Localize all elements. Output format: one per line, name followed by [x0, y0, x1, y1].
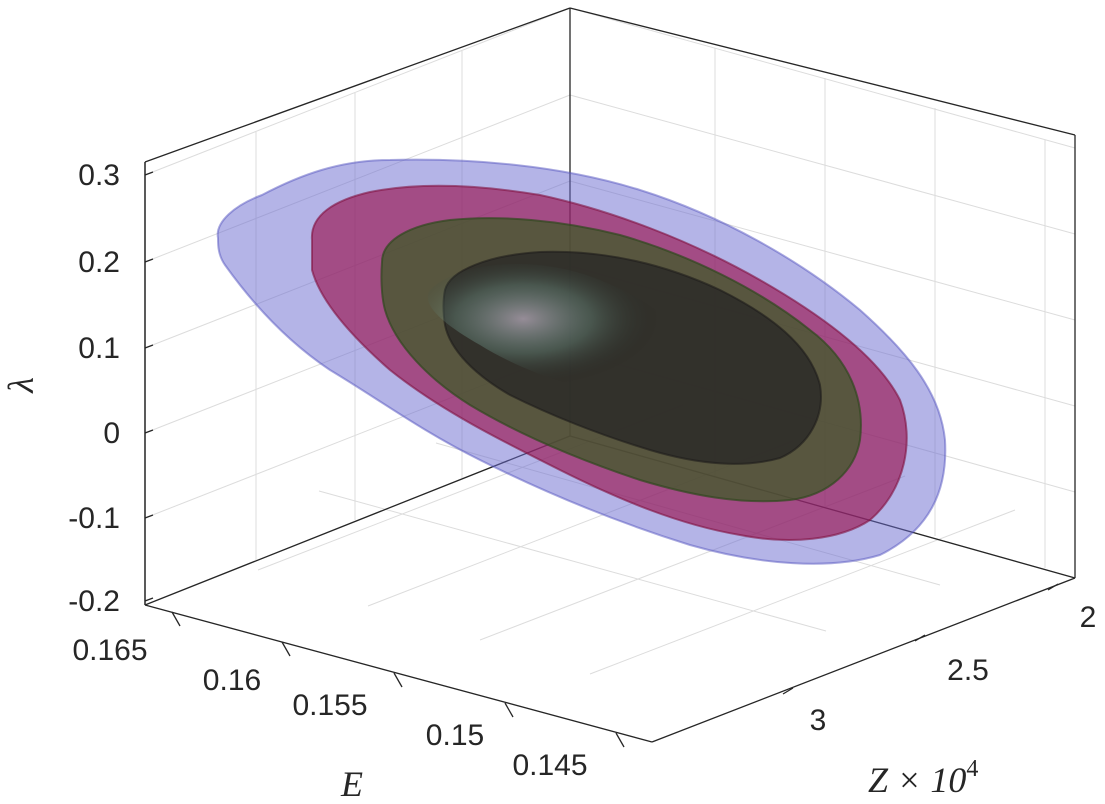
isosurface-sheen [427, 263, 701, 401]
lambda-axis: 0.3 0.2 0.1 0 -0.1 -0.2 λ [1, 159, 154, 618]
z-tick-label: 2.5 [947, 654, 989, 687]
lambda-tick-label: 0 [103, 417, 120, 450]
isosurfaces [216, 158, 947, 565]
lambda-tick-label: -0.2 [68, 585, 120, 618]
e-tick-label: 0.155 [292, 689, 367, 722]
z-axis: 3 2.5 2 Z × 104 [782, 583, 1097, 800]
lambda-tick-label: 0.1 [78, 332, 120, 365]
e-tick-label: 0.15 [426, 719, 484, 752]
e-axis: 0.165 0.16 0.155 0.15 0.145 E [72, 611, 625, 804]
lambda-tick-label: 0.2 [78, 246, 120, 279]
z-tick-label: 3 [810, 704, 827, 737]
e-tick-label: 0.145 [512, 749, 587, 782]
e-tick-label: 0.165 [72, 634, 147, 667]
lambda-tick-label: -0.1 [68, 502, 120, 535]
e-axis-label: E [340, 764, 363, 804]
lambda-tick-label: 0.3 [78, 159, 120, 192]
z-tick-label: 2 [1080, 601, 1097, 634]
lambda-axis-label: λ [1, 377, 41, 394]
e-tick-label: 0.16 [203, 664, 261, 697]
z-axis-label-exponent: 4 [966, 756, 978, 782]
z-axis-label: Z × 104 [868, 756, 978, 800]
